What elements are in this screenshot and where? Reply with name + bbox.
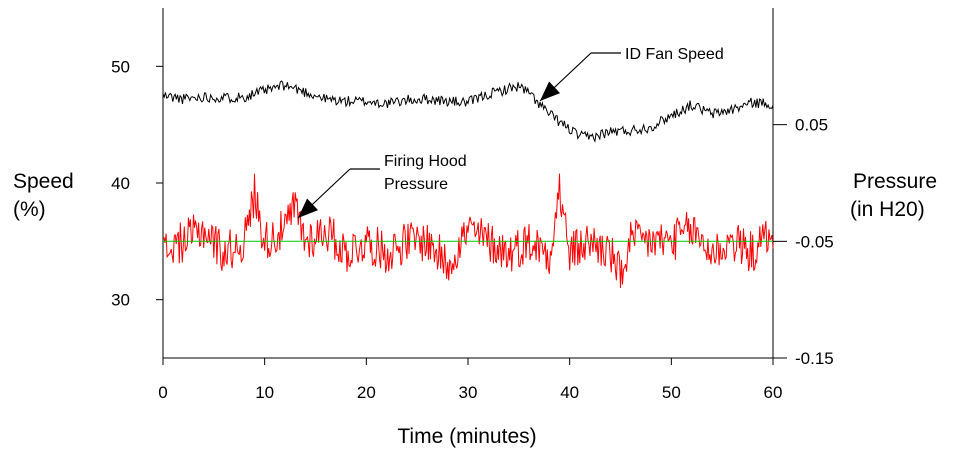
right-y-tick-label: 0.05	[795, 116, 828, 135]
left-axis-title-line2: (%)	[13, 198, 46, 221]
left-y-tick-label: 40	[111, 174, 130, 193]
annotation-firing-hood-line2: Pressure	[384, 176, 448, 193]
left-y-tick-label: 50	[111, 57, 130, 76]
x-tick-label: 60	[764, 383, 783, 402]
series-layer	[162, 80, 774, 289]
right-axis-title-line1: Pressure	[853, 170, 937, 193]
x-tick-label: 40	[560, 383, 579, 402]
x-tick-label: 0	[158, 383, 167, 402]
series-line-firing-hood-pressure	[162, 173, 774, 289]
annotation-id-fan-speed: ID Fan Speed	[625, 46, 724, 63]
annotation-firing-hood-arrow-head	[298, 198, 319, 218]
x-tick-label: 30	[459, 383, 478, 402]
annotation-id-fan-speed-arrow	[539, 52, 592, 102]
left-y-tick-label: 30	[111, 291, 130, 310]
x-axis-title: Time (minutes)	[397, 425, 536, 448]
right-axis-title-line2: (in H20)	[850, 198, 925, 221]
ticks-layer: 0 10 20 30 40 50 60 30 40 50 0.05 -0.05 -0.15	[111, 57, 834, 402]
annotation-firing-hood-arrow	[297, 168, 351, 219]
x-tick-label: 20	[357, 383, 376, 402]
annotation-id-fan-speed-arrow-head	[540, 81, 561, 101]
annotation-layer: ID Fan Speed Firing Hood Pressure	[297, 46, 724, 219]
series-line-id-fan-speed	[162, 80, 774, 143]
annotation-firing-hood-line1: Firing Hood	[384, 153, 467, 170]
x-tick-label: 50	[662, 383, 681, 402]
right-y-tick-label: -0.15	[795, 349, 834, 368]
x-tick-label: 10	[255, 383, 274, 402]
left-axis-title-line1: Speed	[13, 170, 74, 193]
right-y-tick-label: -0.05	[795, 232, 834, 251]
